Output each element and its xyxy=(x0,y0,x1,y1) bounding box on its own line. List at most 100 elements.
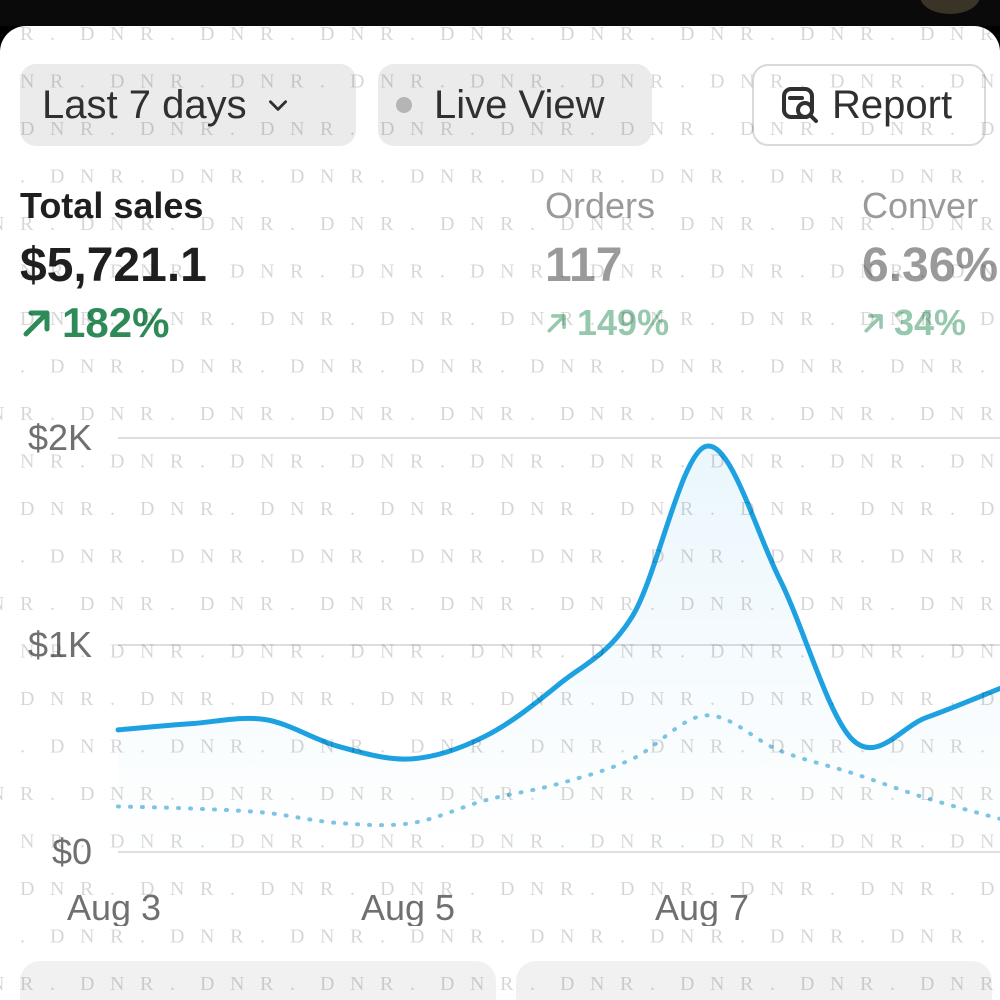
x-tick-label: Aug 7 xyxy=(655,887,749,926)
watermark-glyph: . xyxy=(470,308,475,330)
metric-label: Conver xyxy=(862,185,979,226)
metric-change-value: 182% xyxy=(62,299,170,346)
watermark-glyph: . xyxy=(980,356,985,378)
watermark-glyph: R xyxy=(950,356,964,378)
watermark-glyph: N xyxy=(440,926,454,948)
watermark-glyph: R xyxy=(680,308,694,330)
watermark-glyph: R xyxy=(230,926,244,948)
metric-conversion[interactable]: Conver 6.36% 34% xyxy=(862,184,998,348)
watermark-glyph: N xyxy=(260,261,274,283)
watermark-glyph: . xyxy=(20,926,25,948)
watermark-glyph: R xyxy=(740,26,754,45)
summary-card[interactable] xyxy=(20,961,496,1000)
watermark-glyph: . xyxy=(380,356,385,378)
report-label: Report xyxy=(832,82,953,127)
watermark-glyph: . xyxy=(650,26,655,45)
camera-notch xyxy=(920,0,980,14)
watermark-glyph: . xyxy=(410,213,415,235)
watermark-glyph: R xyxy=(620,26,634,45)
watermark-glyph: . xyxy=(500,166,505,188)
watermark-glyph: D xyxy=(230,261,244,283)
watermark-glyph: D xyxy=(200,26,214,45)
watermark-glyph: R xyxy=(710,356,724,378)
watermark-glyph: R xyxy=(830,926,844,948)
watermark-glyph: . xyxy=(530,213,535,235)
watermark-glyph: R xyxy=(140,26,154,45)
watermark-glyph: . xyxy=(260,356,265,378)
watermark-glyph: N xyxy=(230,213,244,235)
watermark-glyph: . xyxy=(260,166,265,188)
watermark-glyph: R xyxy=(440,308,454,330)
watermark-glyph: D xyxy=(290,926,304,948)
watermark-glyph: . xyxy=(440,261,445,283)
metric-total-sales[interactable]: Total sales $5,721.1 182% xyxy=(20,184,207,348)
watermark-glyph: . xyxy=(140,356,145,378)
watermark-glyph: N xyxy=(530,308,544,330)
watermark-glyph: N xyxy=(830,26,844,45)
watermark-glyph: N xyxy=(770,308,784,330)
metric-change: 149% xyxy=(545,298,669,348)
watermark-glyph: D xyxy=(920,26,934,45)
watermark-glyph: . xyxy=(320,261,325,283)
watermark-glyph: D xyxy=(500,308,514,330)
watermark-glyph: N xyxy=(590,26,604,45)
watermark-glyph: N xyxy=(740,261,754,283)
watermark-glyph: N xyxy=(680,926,694,948)
watermark-glyph: . xyxy=(980,926,985,948)
watermark-glyph: N xyxy=(200,356,214,378)
report-button[interactable]: Report xyxy=(752,64,986,146)
watermark-glyph: D xyxy=(530,356,544,378)
report-search-icon xyxy=(782,87,818,123)
watermark-glyph: N xyxy=(0,973,4,995)
watermark-glyph: . xyxy=(620,356,625,378)
watermark-glyph: R xyxy=(260,213,274,235)
watermark-glyph: . xyxy=(770,26,775,45)
watermark-glyph: N xyxy=(560,926,574,948)
date-range-dropdown[interactable]: Last 7 days xyxy=(20,64,356,146)
watermark-glyph: R xyxy=(290,261,304,283)
metric-change: 34% xyxy=(862,298,998,348)
watermark-glyph: D xyxy=(710,261,724,283)
watermark-glyph: . xyxy=(710,118,715,140)
watermark-glyph: N xyxy=(410,308,424,330)
watermark-glyph: D xyxy=(350,261,364,283)
watermark-glyph: D xyxy=(770,356,784,378)
arrow-up-right-icon xyxy=(547,314,566,333)
watermark-glyph: R xyxy=(800,308,814,330)
watermark-glyph: N xyxy=(80,926,94,948)
watermark-glyph: R xyxy=(350,356,364,378)
watermark-glyph: N xyxy=(200,926,214,948)
watermark-glyph: D xyxy=(800,26,814,45)
watermark-glyph: R xyxy=(320,308,334,330)
watermark-glyph: N xyxy=(800,926,814,948)
watermark-glyph: R xyxy=(710,166,724,188)
metric-label: Total sales xyxy=(20,185,204,226)
watermark-glyph: N xyxy=(110,26,124,45)
watermark-glyph: D xyxy=(770,166,784,188)
watermark-glyph: N xyxy=(710,26,724,45)
summary-card[interactable] xyxy=(516,961,992,1000)
watermark-glyph: R xyxy=(470,356,484,378)
watermark-glyph: N xyxy=(290,308,304,330)
metric-orders[interactable]: Orders 117 149% xyxy=(545,184,669,348)
live-view-button[interactable]: Live View xyxy=(378,64,652,146)
watermark-glyph: N xyxy=(230,26,244,45)
watermark-glyph: D xyxy=(650,356,664,378)
watermark-glyph: R xyxy=(110,356,124,378)
watermark-glyph: D xyxy=(470,261,484,283)
metric-label: Orders xyxy=(545,185,656,226)
watermark-glyph: . xyxy=(350,308,355,330)
watermark-glyph: D xyxy=(410,356,424,378)
watermark-glyph: N xyxy=(380,261,394,283)
metric-change-value: 149% xyxy=(577,302,670,343)
watermark-glyph: D xyxy=(560,26,574,45)
watermark-glyph: R xyxy=(500,213,514,235)
watermark-glyph: N xyxy=(440,356,454,378)
watermark-glyph: R xyxy=(230,356,244,378)
watermark-glyph: R xyxy=(350,166,364,188)
watermark-glyph: . xyxy=(890,26,895,45)
watermark-glyph: R xyxy=(20,26,34,45)
watermark-glyph: D xyxy=(50,926,64,948)
watermark-glyph: R xyxy=(710,926,724,948)
watermark-glyph: . xyxy=(740,926,745,948)
